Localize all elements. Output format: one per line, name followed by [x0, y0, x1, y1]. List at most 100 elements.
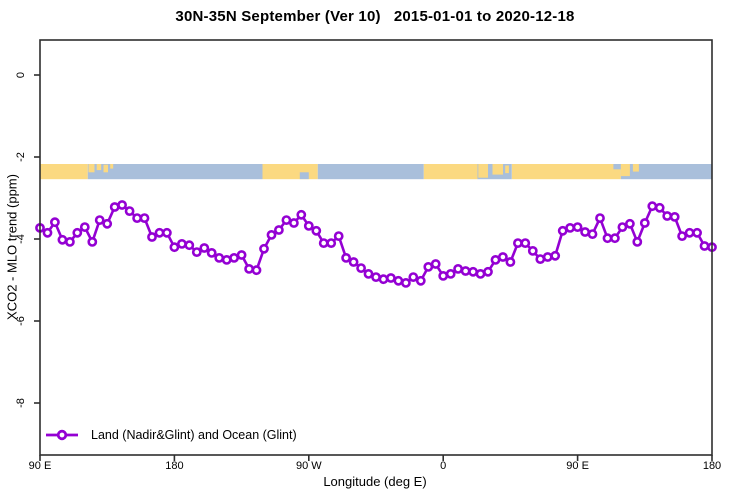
data-point — [94, 215, 105, 225]
x-tick-label: 90 E — [28, 460, 52, 472]
x-tick-label: 180 — [702, 460, 722, 472]
data-point — [662, 211, 673, 221]
data-point — [356, 263, 366, 273]
data-point — [50, 217, 60, 228]
land-ocean-band-patch — [613, 164, 621, 170]
data-point — [520, 238, 531, 248]
data-point — [625, 218, 635, 229]
land-ocean-band-patch — [632, 164, 639, 172]
data-point — [117, 200, 127, 210]
data-point — [610, 233, 620, 244]
data-point — [251, 265, 262, 276]
data-point — [654, 202, 665, 213]
x-tick-label: 180 — [165, 460, 184, 472]
land-ocean-band-patch — [478, 164, 488, 178]
data-point — [475, 268, 486, 279]
data-point — [497, 252, 508, 262]
data-point — [288, 218, 299, 228]
data-point — [385, 273, 396, 283]
page-title: 30N-35N September (Ver 10) 2015-01-01 to… — [175, 8, 575, 25]
data-point — [57, 234, 68, 245]
land-ocean-band-segment — [317, 164, 424, 180]
x-axis-title: Longitude (deg E) — [323, 474, 427, 489]
data-point — [318, 238, 329, 248]
data-point — [572, 222, 583, 232]
data-point — [639, 218, 650, 228]
data-point — [109, 202, 120, 212]
data-point — [303, 220, 314, 231]
x-tick-label: 0 — [440, 460, 447, 472]
data-point — [363, 268, 374, 279]
data-point — [445, 268, 456, 279]
y-tick-label: -8 — [15, 398, 27, 408]
data-point — [206, 247, 217, 258]
y-tick-label: 0 — [15, 71, 27, 79]
data-point — [169, 242, 180, 253]
data-point — [415, 275, 426, 286]
data-point — [87, 236, 98, 247]
land-ocean-band-segment — [511, 164, 621, 180]
data-point — [692, 227, 702, 238]
data-point — [341, 252, 351, 263]
data-point — [632, 236, 643, 247]
data-point — [296, 209, 307, 220]
data-point — [371, 272, 381, 282]
data-point — [677, 231, 687, 241]
data-point — [102, 218, 113, 229]
x-tick-label: 90 E — [566, 460, 589, 472]
land-ocean-band-segment — [262, 164, 318, 180]
data-point — [684, 227, 695, 238]
data-point — [236, 250, 247, 260]
y-axis-title: XCO2 - MLO trend (ppm) — [4, 174, 20, 320]
data-point — [191, 247, 202, 257]
data-point — [259, 243, 269, 254]
data-point — [453, 263, 463, 274]
data-point — [176, 238, 187, 249]
data-point — [550, 250, 561, 261]
x-tick-label: 90 W — [295, 460, 322, 472]
data-point — [430, 259, 441, 269]
land-ocean-band-segment — [40, 164, 88, 180]
legend-label: Land (Nadir&Glint) and Ocean (Glint) — [91, 428, 297, 442]
data-point — [124, 206, 135, 216]
data-point — [199, 243, 210, 253]
data-point — [460, 266, 471, 276]
data-point — [333, 231, 344, 241]
data-point — [229, 252, 239, 263]
data-point — [617, 222, 628, 232]
land-ocean-band-segment — [620, 164, 712, 180]
data-point — [348, 257, 359, 267]
data-point — [214, 252, 225, 263]
land-ocean-band-segment — [87, 164, 263, 180]
land-ocean-band-patch — [103, 164, 108, 173]
legend: Land (Nadir&Glint) and Ocean (Glint) — [44, 428, 297, 442]
data-point — [483, 266, 493, 277]
data-point — [669, 211, 680, 222]
data-point — [438, 270, 449, 281]
data-point — [400, 277, 411, 288]
data-point — [184, 240, 195, 251]
data-point — [527, 245, 538, 256]
land-ocean-band-patch — [620, 164, 630, 177]
data-point — [244, 263, 254, 274]
land-ocean-band-patch — [88, 164, 95, 173]
plot-border — [39, 39, 713, 456]
data-point — [72, 227, 83, 238]
data-point — [326, 238, 337, 248]
data-point — [311, 225, 322, 236]
data-point — [65, 236, 75, 247]
y-tick-label: -2 — [15, 152, 27, 162]
land-ocean-band-patch — [96, 164, 102, 171]
land-ocean-band-segment — [423, 164, 478, 180]
land-ocean-band-patch — [299, 172, 309, 180]
data-point — [378, 274, 389, 285]
data-point — [542, 252, 553, 262]
data-point — [595, 213, 605, 223]
data-point — [139, 213, 150, 223]
data-point — [147, 232, 157, 242]
data-point — [505, 257, 516, 267]
data-point — [699, 241, 710, 251]
legend-series-symbol — [46, 429, 78, 441]
land-ocean-band-patch — [492, 164, 503, 175]
